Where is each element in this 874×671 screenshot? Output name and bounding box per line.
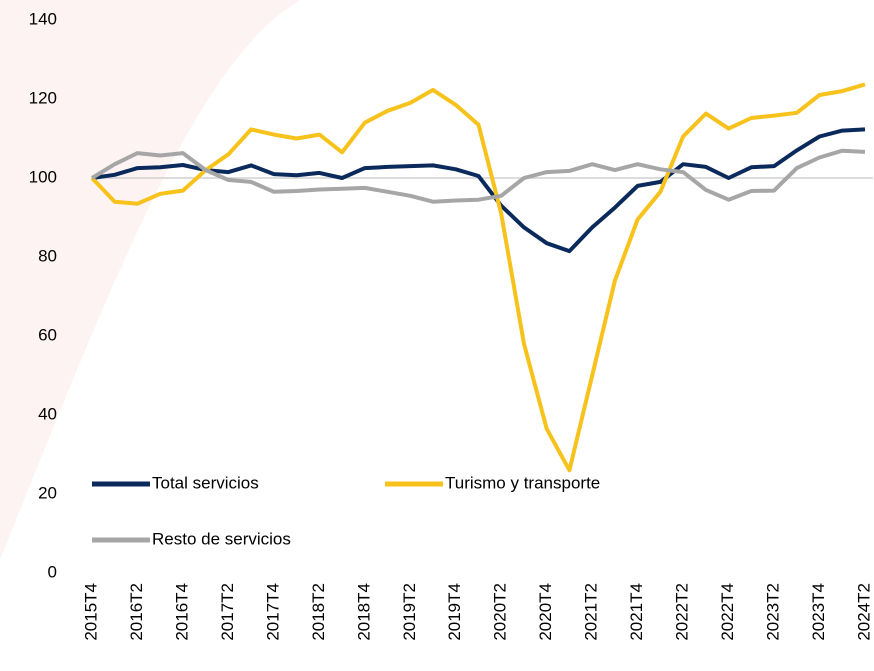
- y-tick-label: 20: [38, 483, 57, 502]
- series-line: [90, 148, 866, 204]
- x-tick-label: 2016T2: [127, 583, 146, 641]
- background-decoration: [0, 0, 300, 560]
- x-tick-label: 2016T4: [172, 583, 191, 641]
- x-tick-label: 2019T4: [445, 583, 464, 641]
- legend-label: Resto de servicios: [152, 529, 291, 548]
- y-tick-label: 120: [29, 88, 57, 107]
- x-tick-label: 2021T4: [627, 583, 646, 641]
- x-tick-label: 2018T4: [354, 583, 373, 641]
- x-tick-label: 2017T4: [263, 583, 282, 641]
- labels-layer: 0 20 40 60 80 100 120 140 2015T4 2016T2 2016T4 2017…: [29, 9, 874, 640]
- x-tick-label: 2019T2: [400, 583, 419, 641]
- x-tick-label: 2022T4: [718, 583, 737, 641]
- legend-label: Total servicios: [152, 473, 259, 492]
- x-tick-label: 2018T2: [309, 583, 328, 641]
- lines-layer: [90, 82, 866, 473]
- x-tick-label: 2023T4: [809, 583, 828, 641]
- x-tick-label: 2020T2: [491, 583, 510, 641]
- x-tick-label: 2021T2: [582, 583, 601, 641]
- y-tick-label: 80: [38, 246, 57, 265]
- y-tick-label: 60: [38, 325, 57, 344]
- x-tick-label: 2022T2: [673, 583, 692, 641]
- x-tick-label: 2020T4: [536, 583, 555, 641]
- legend-label: Turismo y transporte: [445, 473, 600, 492]
- x-tick-label: 2015T4: [81, 583, 100, 641]
- y-tick-label: 140: [29, 9, 57, 28]
- y-tick-label: 40: [38, 404, 57, 423]
- y-tick-label: 0: [48, 562, 57, 581]
- y-tick-label: 100: [29, 167, 57, 186]
- series-line: [90, 82, 866, 473]
- series-line: [91, 127, 866, 254]
- x-tick-label: 2017T2: [218, 583, 237, 641]
- x-tick-label: 2023T2: [764, 583, 783, 641]
- x-tick-label: 2024T2: [854, 583, 873, 641]
